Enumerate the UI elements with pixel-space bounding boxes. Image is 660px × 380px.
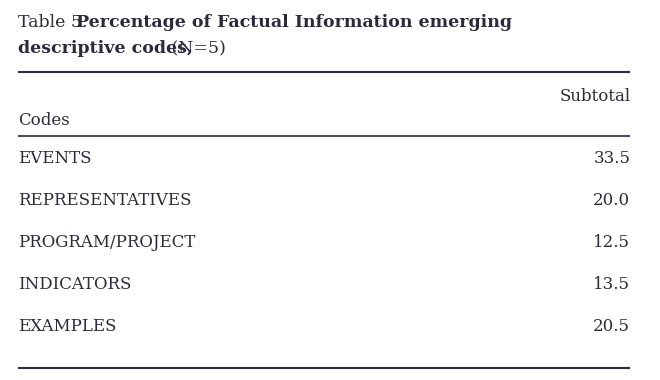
Text: descriptive codes,: descriptive codes,: [18, 40, 193, 57]
Text: INDICATORS: INDICATORS: [18, 276, 131, 293]
Text: PROGRAM/PROJECT: PROGRAM/PROJECT: [18, 234, 195, 251]
Text: Table 5.: Table 5.: [18, 14, 93, 31]
Text: 13.5: 13.5: [593, 276, 630, 293]
Text: EVENTS: EVENTS: [18, 150, 91, 167]
Text: Percentage of Factual Information emerging: Percentage of Factual Information emergi…: [76, 14, 512, 31]
Text: 33.5: 33.5: [593, 150, 630, 167]
Text: 12.5: 12.5: [593, 234, 630, 251]
Text: Subtotal: Subtotal: [559, 88, 630, 105]
Text: Codes: Codes: [18, 112, 69, 129]
Text: 20.0: 20.0: [593, 192, 630, 209]
Text: (N=5): (N=5): [166, 40, 226, 57]
Text: 20.5: 20.5: [593, 318, 630, 335]
Text: REPRESENTATIVES: REPRESENTATIVES: [18, 192, 191, 209]
Text: EXAMPLES: EXAMPLES: [18, 318, 116, 335]
